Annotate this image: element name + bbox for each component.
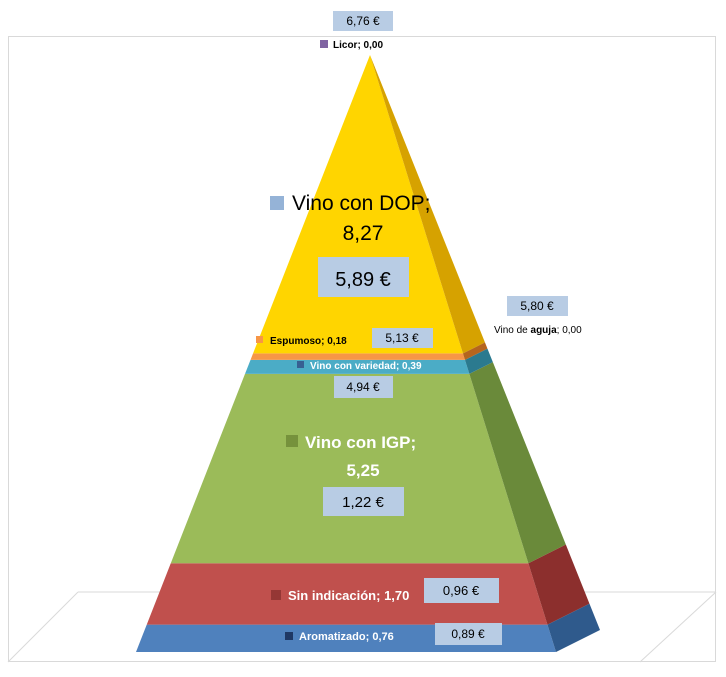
- layer-side-sin-indicaci-n: [528, 544, 590, 625]
- category-label-aguja: Vino de aguja; 0,00: [494, 325, 582, 336]
- legend-marker-variedad: [297, 361, 304, 368]
- legend-marker-sin: [271, 590, 281, 600]
- label-igp: Vino con IGP; 5,25: [286, 433, 416, 480]
- chart-frame: [8, 36, 716, 662]
- value-label-dop: 8,27: [343, 222, 384, 245]
- category-label-igp: Vino con IGP;: [305, 433, 416, 452]
- label-espumoso: Espumoso; 0,18: [256, 336, 347, 347]
- price-box-igp: 1,22 €: [323, 487, 404, 516]
- label-aguja: Vino de aguja; 0,00: [494, 325, 582, 336]
- price-box-licor: 6,76 €: [333, 11, 393, 31]
- category-label-aromatizado: Aromatizado; 0,76: [299, 631, 394, 643]
- price-box-aguja: 5,80 €: [507, 296, 568, 316]
- price-box-sin: 0,96 €: [424, 578, 499, 603]
- label-variedad: Vino con variedad; 0,39: [297, 361, 422, 372]
- price-label-igp: 1,22 €: [342, 494, 384, 511]
- price-label-sin: 0,96 €: [443, 583, 480, 598]
- layer-side-vino-con-dop: [370, 55, 485, 354]
- label-dop: Vino con DOP; 8,27: [270, 192, 431, 245]
- value-label-igp: 5,25: [346, 461, 379, 480]
- legend-marker-espumoso: [256, 336, 263, 343]
- category-label-variedad: Vino con variedad; 0,39: [310, 361, 422, 372]
- aguja-bold: aguja: [531, 325, 558, 336]
- price-label-variedad: 4,94 €: [346, 380, 380, 394]
- layer-front-espumoso: [250, 353, 465, 360]
- label-licor: Licor; 0,00: [320, 40, 383, 51]
- price-label-licor: 6,76 €: [346, 14, 380, 28]
- layer-side-vino-con-igp: [469, 362, 566, 564]
- category-label-licor: Licor; 0,00: [333, 40, 383, 51]
- category-label-dop: Vino con DOP;: [292, 192, 431, 215]
- legend-marker-dop: [270, 196, 284, 210]
- layer-side-espumoso: [462, 342, 488, 360]
- price-label-aromatizado: 0,89 €: [451, 627, 485, 641]
- category-label-espumoso: Espumoso; 0,18: [270, 336, 347, 347]
- price-label-dop: 5,89 €: [335, 269, 391, 291]
- legend-marker-aromatizado: [285, 632, 293, 640]
- pyramid-layers: [136, 55, 600, 652]
- price-label-espumoso: 5,13 €: [385, 331, 419, 345]
- price-box-espumoso: 5,13 €: [372, 328, 433, 348]
- category-label-sin: Sin indicación; 1,70: [288, 588, 409, 603]
- price-box-variedad: 4,94 €: [334, 376, 393, 398]
- price-label-aguja: 5,80 €: [520, 299, 554, 313]
- legend-marker-licor: [320, 40, 328, 48]
- layer-side-vino-con-variedad: [464, 348, 493, 374]
- label-sin: Sin indicación; 1,70: [271, 588, 409, 603]
- layer-front-vino-con-igp: [170, 373, 529, 564]
- legend-marker-igp: [286, 435, 298, 447]
- label-aromatizado: Aromatizado; 0,76: [285, 631, 394, 643]
- aguja-suffix: ; 0,00: [557, 325, 582, 336]
- layer-front-vino-con-dop: [253, 55, 463, 354]
- price-box-aromatizado: 0,89 €: [435, 623, 502, 645]
- layer-side-aromatizado: [547, 603, 600, 652]
- price-box-dop: 5,89 €: [318, 257, 409, 297]
- aguja-prefix: Vino de: [494, 325, 531, 336]
